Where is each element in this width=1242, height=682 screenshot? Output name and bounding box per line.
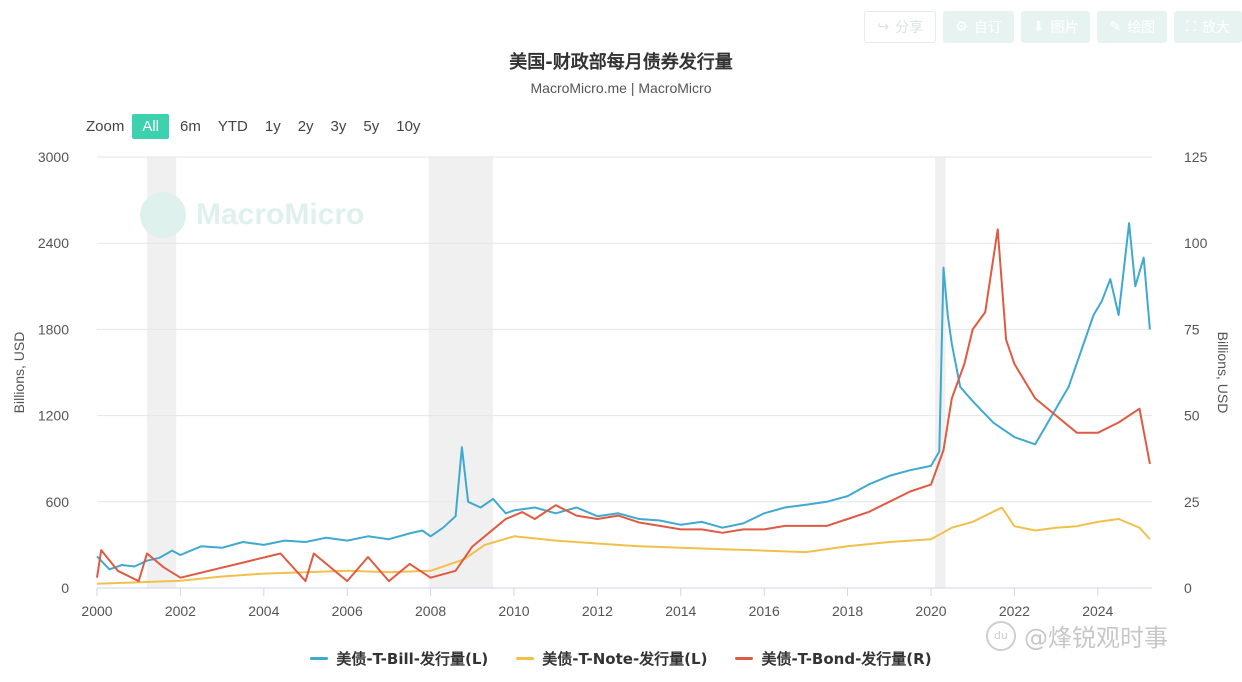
x-tick-label: 2002 [165, 603, 196, 619]
legend-item-tbill[interactable]: 美债-T-Bill-发行量(L) [310, 648, 488, 669]
x-tick-label: 2000 [81, 603, 112, 619]
legend-swatch-tbill [310, 657, 329, 660]
chart-canvas: 0 600 1200 1800 2400 3000 0 25 50 75 100 125 2000 200… [11, 149, 1231, 619]
zoom-10y-button[interactable]: 10y [396, 118, 421, 135]
zoom-3y-button[interactable]: 3y [330, 118, 347, 135]
y-right-axis-title: Billions, USD [1215, 332, 1231, 414]
y-left-tick-label: 1200 [38, 408, 69, 424]
y-right-tick-label: 75 [1184, 321, 1200, 337]
watermark-text: @烽锐观时事 [1024, 624, 1168, 652]
series-line-tbond [96, 228, 1151, 583]
y-left-tick-label: 600 [46, 494, 70, 510]
expand-icon: ⛶ [1186, 19, 1196, 35]
image-button[interactable]: ⬇ 图片 [1020, 11, 1091, 43]
x-tick-label: 2004 [248, 603, 279, 619]
zoom-1y-button[interactable]: 1y [264, 118, 281, 135]
x-tick-label: 2016 [749, 603, 780, 619]
legend-item-tnote[interactable]: 美债-T-Note-发行量(L) [516, 648, 707, 669]
y-left-tick-label: 3000 [38, 149, 69, 165]
watermark-badge-icon: du [986, 620, 1016, 651]
y-right-tick-label: 0 [1184, 580, 1192, 596]
x-tick-label: 2008 [415, 603, 446, 619]
draw-button[interactable]: ✎ 绘图 [1097, 11, 1168, 43]
x-tick-label: 2024 [1082, 603, 1113, 619]
y-right-tick-label: 50 [1184, 408, 1200, 424]
y-left-tick-label: 1800 [38, 321, 69, 337]
legend-item-tbond[interactable]: 美债-T-Bond-发行量(R) [735, 648, 932, 669]
watermark: du @烽锐观时事 [986, 618, 1168, 653]
zoom-ytd-button[interactable]: YTD [217, 118, 248, 135]
legend-label-tbond: 美债-T-Bond-发行量(R) [761, 650, 932, 668]
x-tick-label: 2010 [498, 603, 529, 619]
y-right-tick-label: 125 [1184, 149, 1208, 165]
legend-swatch-tbond [735, 657, 754, 660]
chart-legend: 美债-T-Bill-发行量(L) 美债-T-Note-发行量(L) 美债-T-B… [0, 648, 1242, 669]
chart-toolbar: ↪ 分享 ⚙ 自订 ⬇ 图片 ✎ 绘图 ⛶ 放大 [864, 11, 1242, 43]
y-right-tick-label: 100 [1184, 235, 1208, 251]
series-line-tbill [96, 222, 1151, 571]
x-tick-label: 2022 [999, 603, 1030, 619]
share-icon: ↪ [877, 19, 890, 35]
x-tick-label: 2012 [582, 603, 613, 619]
macromicro-logo: MacroMicro [140, 192, 364, 238]
macromicro-logo-text: MacroMicro [196, 198, 365, 231]
y-left-tick-label: 0 [61, 580, 69, 596]
recession-band-1 [428, 157, 494, 588]
legend-swatch-tnote [516, 657, 535, 660]
enlarge-button[interactable]: ⛶ 放大 [1174, 11, 1242, 43]
enlarge-label: 放大 [1202, 20, 1230, 36]
x-tick-label: 2014 [665, 603, 696, 619]
series-line-tnote [96, 506, 1151, 585]
zoom-all-button[interactable]: All [132, 114, 170, 139]
share-label: 分享 [895, 20, 924, 36]
legend-label-tnote: 美债-T-Note-发行量(L) [542, 650, 708, 668]
zoom-2y-button[interactable]: 2y [297, 118, 314, 135]
x-tick-label: 2006 [332, 603, 363, 619]
draw-label: 绘图 [1127, 20, 1156, 36]
chart-title: 美国-财政部每月债券发行量 [509, 52, 733, 73]
image-label: 图片 [1050, 20, 1079, 36]
download-icon: ⬇ [1032, 19, 1045, 35]
legend-label-tbill: 美债-T-Bill-发行量(L) [336, 650, 489, 668]
zoom-6m-button[interactable]: 6m [180, 118, 201, 135]
zoom-bar: Zoom All 6m YTD 1y 2y 3y 5y 10y [86, 114, 431, 139]
macromicro-logo-icon [140, 192, 186, 238]
zoom-label: Zoom [86, 118, 125, 135]
gear-icon: ⚙ [955, 19, 968, 35]
y-left-tick-label: 2400 [38, 235, 69, 251]
share-button[interactable]: ↪ 分享 [864, 11, 937, 43]
subscribe-button[interactable]: ⚙ 自订 [943, 11, 1014, 43]
x-tick-label: 2018 [832, 603, 863, 619]
subscribe-label: 自订 [973, 20, 1002, 36]
zoom-5y-button[interactable]: 5y [363, 118, 380, 135]
x-tick-label: 2020 [915, 603, 946, 619]
y-left-axis-title: Billions, USD [11, 332, 27, 414]
pencil-icon: ✎ [1109, 19, 1122, 35]
y-right-tick-label: 25 [1184, 494, 1200, 510]
chart-subtitle: MacroMicro.me | MacroMicro [530, 80, 712, 96]
